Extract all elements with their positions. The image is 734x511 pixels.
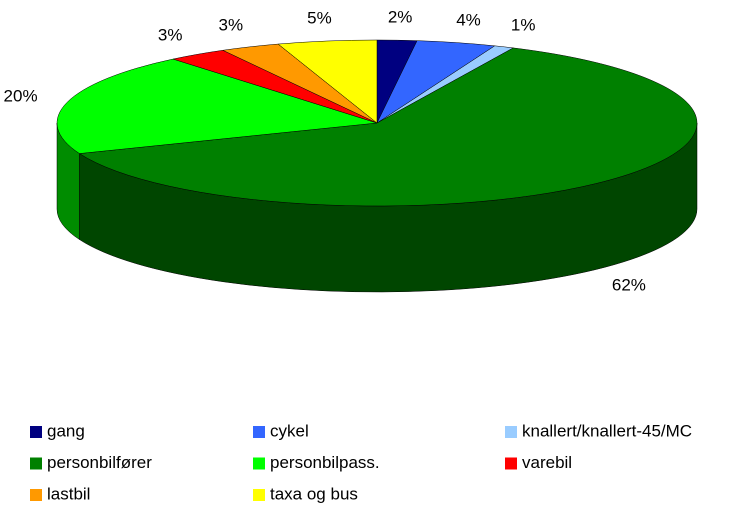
legend-swatch	[30, 489, 42, 501]
legend-label: personbilpass.	[270, 453, 380, 472]
legend-label: personbilfører	[47, 453, 152, 472]
slice	[277, 39, 378, 124]
legend-label: knallert/knallert-45/MC	[522, 421, 692, 440]
legend-label: lastbil	[47, 484, 90, 503]
legend-label: taxa og bus	[270, 484, 358, 503]
data-label: 5%	[307, 8, 332, 27]
data-label: 3%	[158, 25, 183, 44]
data-label: 2%	[388, 7, 413, 26]
legend-swatch	[253, 457, 265, 470]
legend-swatch	[505, 426, 517, 438]
slice	[56, 58, 378, 154]
legend-label: varebil	[522, 453, 572, 472]
data-label: 4%	[456, 10, 481, 29]
slice	[78, 47, 698, 207]
legend-swatch	[253, 489, 265, 501]
legend-swatch	[30, 426, 42, 438]
data-label: 3%	[219, 16, 244, 35]
legend-label: gang	[47, 421, 85, 440]
legend-swatch	[505, 457, 517, 470]
data-label: 62%	[612, 275, 646, 294]
data-label: 20%	[4, 86, 38, 105]
legend-swatch	[253, 426, 265, 438]
legend-swatch	[30, 457, 42, 470]
legend-label: cykel	[270, 421, 309, 440]
data-label: 1%	[511, 16, 536, 35]
